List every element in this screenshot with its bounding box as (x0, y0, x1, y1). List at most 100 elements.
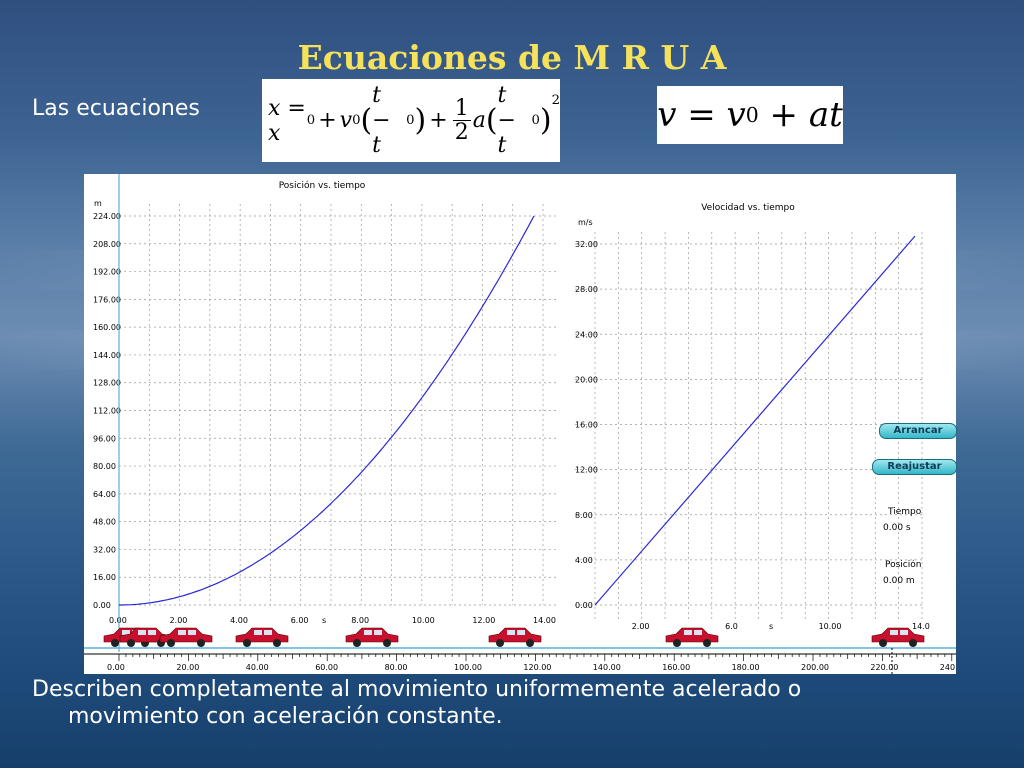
velocity-y-tick: 32.00 (575, 240, 598, 249)
footer-text: Describen completamente al movimiento un… (32, 676, 992, 730)
ruler-label: 220.00 (870, 663, 898, 672)
velocity-y-tick: 12.00 (575, 466, 598, 475)
position-chart-title: Posición vs. tiempo (279, 180, 366, 191)
distance-ruler: 0.00 20.00 40.00 60.00 80.00 100.00 120.00 140.… (107, 654, 955, 672)
position-y-tick: 176.00 (93, 295, 121, 304)
position-y-tick: 128.00 (93, 379, 121, 388)
velocity-y-tick: 28.00 (575, 285, 598, 294)
eq-sub: 0 (306, 113, 316, 128)
ruler-label: 40.00 (246, 663, 269, 672)
velocity-curve (594, 235, 916, 606)
time-value: 0.00 s (883, 523, 911, 533)
position-x-tick: 2.00 (170, 616, 188, 625)
ruler-label: 120.00 (523, 663, 551, 672)
start-button[interactable]: Arrancar (879, 423, 957, 439)
velocity-chart-title: Velocidad vs. tiempo (701, 203, 795, 213)
position-y-tick: 208.00 (93, 240, 121, 249)
car-trail (103, 627, 925, 647)
position-chart-x-unit: s (322, 616, 326, 625)
velocity-chart-y-ticks: 32.00 28.00 24.00 20.00 16.00 12.00 8.00 4.00 0.… (575, 240, 598, 610)
eq-plus: + (318, 108, 337, 133)
eq-v-left: v = v (657, 95, 746, 135)
car-icon (488, 627, 542, 647)
time-label: Tiempo (888, 507, 922, 517)
eq-sub: 0 (745, 103, 759, 127)
position-x-tick: 6.00 (291, 616, 309, 625)
eq-square: 2 (551, 93, 560, 108)
velocity-chart-grid (575, 232, 923, 619)
car-icon (871, 627, 925, 647)
velocity-x-tick: 14.0 (912, 622, 930, 631)
position-x-tick: 14.00 (533, 616, 556, 625)
position-y-tick: 160.00 (93, 323, 121, 332)
position-chart-unit: m (94, 199, 102, 208)
position-curve (119, 215, 535, 606)
velocity-y-tick: 20.00 (575, 375, 598, 384)
eq-sub: 0 (352, 113, 361, 128)
eq-sub: 0 (531, 113, 540, 128)
velocity-y-tick: 8.00 (575, 511, 593, 520)
position-chart-grid (118, 204, 558, 606)
velocity-y-tick: 24.00 (575, 330, 598, 339)
position-chart-x-ticks: 0.00 2.00 4.00 6.00 8.00 10.00 12.00 14.00 (109, 616, 556, 625)
reset-button[interactable]: Reajustar (872, 459, 957, 475)
position-y-tick: 112.00 (93, 407, 121, 416)
position-chart-y-ticks: 224.00 208.00 192.00 176.00 160.00 144.00 128.… (93, 212, 121, 610)
velocity-y-tick: 16.00 (575, 421, 598, 430)
position-y-tick: 48.00 (93, 518, 116, 527)
eq-lhs: x = x (268, 95, 306, 146)
velocity-x-tick: 10.00 (819, 622, 842, 631)
position-x-tick: 0.00 (109, 616, 127, 625)
eq-v-right: + at (758, 95, 843, 135)
ruler-label: 240 (940, 663, 955, 672)
position-x-tick: 4.00 (230, 616, 248, 625)
velocity-chart-unit: m/s (578, 218, 593, 227)
eq-t-minus: t − t (497, 83, 516, 158)
position-y-tick: 144.00 (93, 351, 121, 360)
eq-a: a (472, 108, 486, 133)
position-x-tick: 8.00 (351, 616, 369, 625)
eq-plus: + (429, 108, 448, 133)
intro-text: Las ecuaciones (32, 96, 200, 121)
velocity-x-tick: 6.0 (725, 622, 738, 631)
ruler-label: 80.00 (385, 663, 408, 672)
position-value: 0.00 m (883, 576, 915, 586)
ruler-label: 200.00 (801, 663, 829, 672)
position-y-tick: 64.00 (93, 490, 116, 499)
position-y-tick: 192.00 (93, 268, 121, 277)
position-x-tick: 10.00 (412, 616, 435, 625)
eq-v: v (339, 108, 353, 133)
position-x-tick: 12.00 (472, 616, 495, 625)
position-y-tick: 0.00 (93, 601, 111, 610)
position-y-tick: 80.00 (93, 462, 116, 471)
ruler-label: 180.00 (732, 663, 760, 672)
ruler-label: 160.00 (662, 663, 690, 672)
simulation-graphics: Posición vs. tiempo m 224.00 208.00 192.00… (84, 174, 956, 674)
position-y-tick: 224.00 (93, 212, 121, 221)
car-icon (235, 627, 289, 647)
position-y-tick: 16.00 (93, 573, 116, 582)
ruler-label: 20.00 (176, 663, 199, 672)
ruler-label: 0.00 (107, 663, 125, 672)
ruler-label: 60.00 (315, 663, 338, 672)
footer-line-1: Describen completamente al movimiento un… (32, 677, 802, 702)
ruler-label: 140.00 (593, 663, 621, 672)
velocity-y-tick: 4.00 (575, 556, 593, 565)
position-y-tick: 32.00 (93, 545, 116, 554)
velocity-chart-x-unit: s (769, 622, 773, 631)
footer-line-2: movimiento con aceleración constante. (68, 704, 503, 729)
position-label: Posición (885, 560, 922, 570)
position-y-tick: 96.00 (93, 434, 116, 443)
slide-title: Ecuaciones de M R U A (297, 38, 727, 77)
ruler-label: 100.00 (454, 663, 482, 672)
eq-sub: 0 (406, 113, 415, 128)
simulation-panel: Posición vs. tiempo m 224.00 208.00 192.00… (84, 174, 957, 674)
car-icon (665, 627, 719, 647)
velocity-chart-x-ticks: 2.00 6.0 10.00 14.0 (632, 622, 930, 631)
car-icon (345, 627, 399, 647)
eq-t-minus: t − t (372, 83, 391, 158)
velocity-y-tick: 0.00 (575, 601, 593, 610)
